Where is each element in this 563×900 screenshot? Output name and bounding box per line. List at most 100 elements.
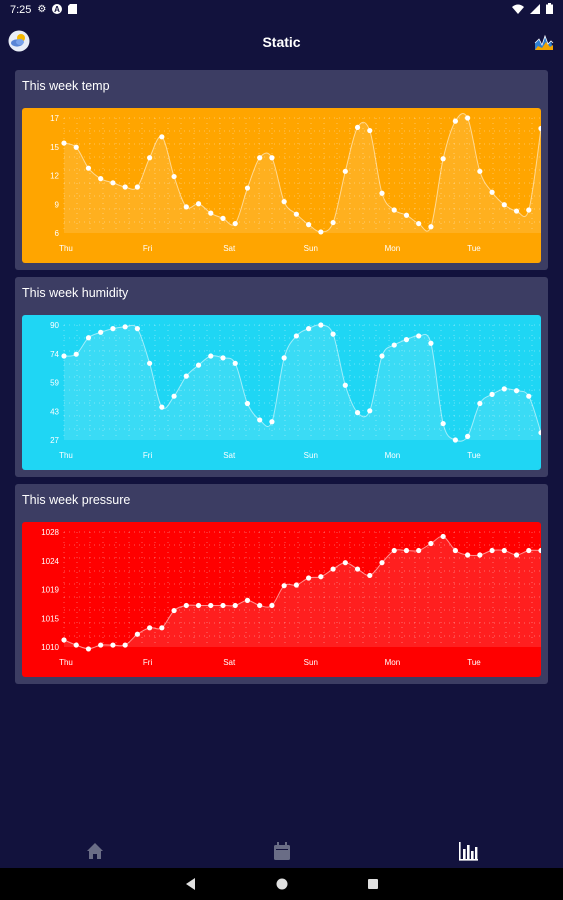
data-point [293, 211, 299, 217]
data-point [73, 642, 79, 648]
weather-app-icon[interactable] [8, 30, 30, 52]
data-point [232, 602, 238, 609]
x-tick-label: Fri [143, 658, 153, 667]
data-point [342, 168, 348, 174]
data-point [122, 324, 128, 330]
notification-a-icon: A [52, 3, 63, 17]
recents-icon[interactable] [365, 876, 381, 892]
calendar-icon[interactable] [271, 840, 293, 862]
chart-background [22, 522, 541, 677]
data-point [391, 547, 397, 554]
signal-icon [530, 3, 540, 17]
data-point [489, 547, 495, 554]
chart-background [22, 315, 541, 470]
chart-grid [63, 324, 541, 440]
data-point [195, 201, 202, 207]
chart-grid [63, 531, 541, 647]
data-point [98, 176, 104, 182]
x-tick-label: Tue [467, 451, 481, 460]
data-point [538, 430, 541, 436]
data-point [122, 184, 128, 190]
data-point [269, 155, 275, 161]
wifi-icon [512, 4, 524, 17]
data-point [159, 625, 165, 631]
y-tick-label: 6 [55, 229, 60, 238]
x-tick-label: Thu [59, 658, 73, 667]
y-tick-label: 1028 [41, 528, 59, 537]
data-point [428, 340, 434, 346]
y-tick-label: 1010 [41, 643, 59, 652]
data-point [513, 388, 520, 394]
data-point [367, 572, 373, 579]
data-point [171, 173, 177, 180]
data-point [98, 642, 104, 648]
data-point [159, 404, 165, 410]
series-area [64, 324, 541, 442]
data-point [489, 391, 495, 397]
y-tick-label: 27 [50, 436, 59, 445]
x-tick-label: Thu [59, 451, 73, 460]
x-tick-label: Fri [143, 451, 153, 460]
data-point [122, 642, 128, 648]
data-point [318, 322, 324, 328]
data-point [538, 125, 541, 132]
data-point [134, 326, 140, 332]
data-point [147, 360, 153, 366]
chart-background [22, 108, 541, 263]
x-tick-label: Sat [223, 451, 236, 460]
data-point [61, 637, 67, 643]
home-icon[interactable] [84, 840, 106, 862]
data-point [183, 373, 189, 379]
battery-icon [546, 3, 553, 17]
data-point [85, 165, 92, 171]
data-point [147, 155, 153, 161]
humidity-chart: 90 74 59 43 27 Thu Fri Sat Sun Mon Tue [22, 315, 541, 470]
series-line [63, 113, 541, 233]
data-point [281, 355, 287, 361]
data-point [257, 417, 263, 423]
y-tick-label: 74 [50, 350, 59, 359]
x-tick-label: Fri [143, 244, 153, 253]
data-point [220, 355, 226, 361]
x-tick-label: Thu [59, 244, 73, 253]
data-point [220, 602, 226, 609]
data-point [98, 329, 104, 335]
data-point [73, 351, 79, 357]
data-point [257, 155, 263, 161]
data-point [220, 215, 226, 221]
data-point [477, 168, 483, 174]
y-tick-label: 1024 [41, 557, 59, 566]
x-tick-label: Mon [385, 658, 401, 667]
data-point [513, 208, 520, 214]
y-tick-label: 1015 [41, 614, 59, 623]
data-point [367, 127, 373, 134]
data-point [428, 224, 434, 230]
data-point [208, 602, 214, 609]
data-point [354, 124, 361, 131]
data-point [232, 220, 238, 227]
data-point [195, 362, 202, 368]
data-point [403, 547, 410, 554]
data-point [232, 360, 238, 366]
svg-text:A: A [55, 5, 61, 14]
data-point [183, 204, 189, 210]
back-icon[interactable] [183, 876, 199, 892]
bar-chart-icon[interactable] [457, 840, 479, 862]
chart-thumbnail-icon[interactable] [533, 30, 555, 52]
series-area [64, 536, 541, 649]
x-tick-label: Sat [223, 244, 236, 253]
data-point [306, 222, 312, 228]
bottom-navigation [0, 830, 563, 870]
data-point [195, 602, 202, 609]
data-point [306, 326, 312, 332]
data-point [489, 189, 495, 195]
home-circle-icon[interactable] [274, 876, 290, 892]
pressure-card-title: This week pressure [22, 493, 131, 507]
gear-icon: ⚙ [37, 4, 47, 15]
data-point [501, 202, 507, 208]
data-point [465, 433, 471, 439]
data-point [281, 583, 287, 589]
x-tick-label: Tue [467, 244, 481, 253]
app-bar: Static [0, 20, 563, 64]
